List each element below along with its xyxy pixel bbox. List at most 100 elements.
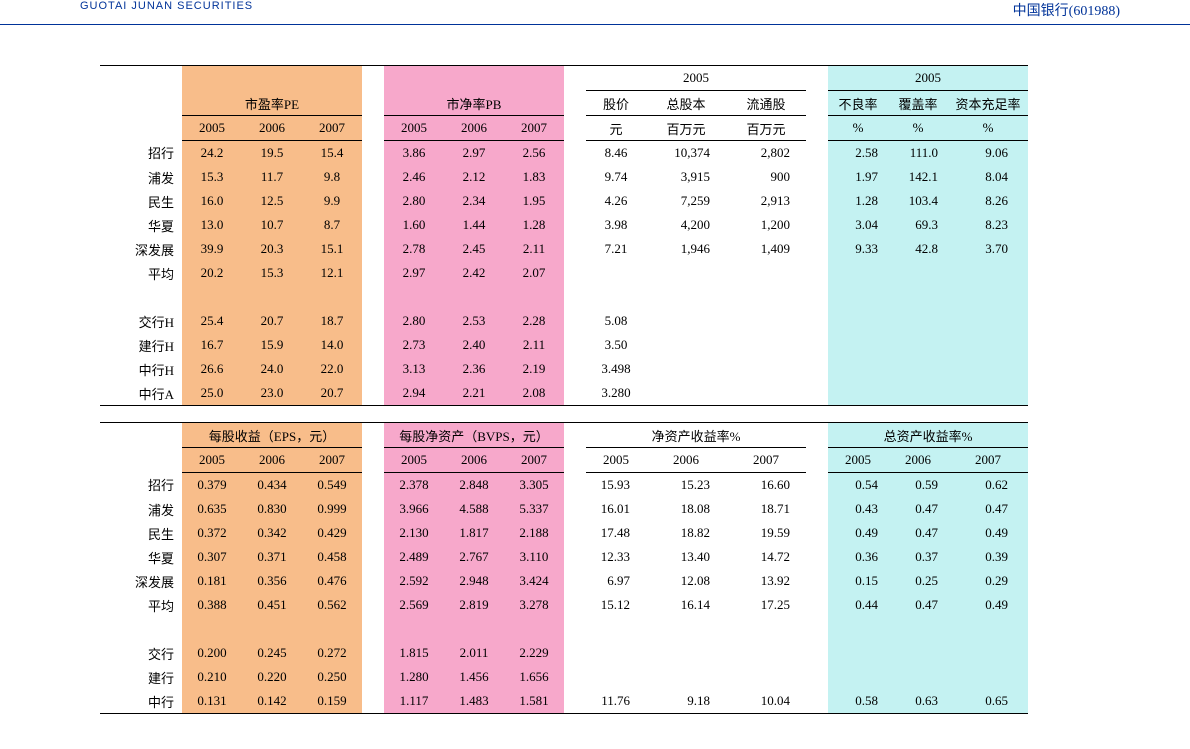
cell: 0.372 [182,521,242,545]
cell: 0.250 [302,665,362,689]
right-col-header: 不良率 [828,91,888,116]
table-row: 中行H26.624.022.03.132.362.193.498 [100,357,1028,381]
cell: 9.9 [302,189,362,213]
cell: 2.46 [384,165,444,189]
cell [444,285,504,309]
cell [384,617,444,641]
row-label: 民生 [100,189,182,213]
cell: 3,915 [646,165,726,189]
right-unit: % [948,116,1028,141]
cell: 111.0 [888,141,948,166]
row-label: 交行H [100,309,182,333]
table-row: 民生0.3720.3420.4292.1301.8172.18817.4818.… [100,521,1028,545]
roa-header: 总资产收益率% [828,423,1028,448]
cell: 3.70 [948,237,1028,261]
cell: 25.4 [182,309,242,333]
cell: 2.11 [504,237,564,261]
row-label: 平均 [100,593,182,617]
cell: 900 [726,165,806,189]
table-row: 交行0.2000.2450.2721.8152.0112.229 [100,641,1028,665]
table-row: 交行H25.420.718.72.802.532.285.08 [100,309,1028,333]
cell [726,357,806,381]
right-super-header: 2005 [828,66,1028,91]
cell: 15.93 [586,473,646,498]
cell: 8.7 [302,213,362,237]
cell: 16.0 [182,189,242,213]
cell: 142.1 [888,165,948,189]
cell: 2.97 [444,141,504,166]
roa-year: 2005 [828,448,888,473]
cell: 18.82 [646,521,726,545]
cell [888,357,948,381]
cell [948,641,1028,665]
table-row [100,285,1028,309]
right-col-header: 覆盖率 [888,91,948,116]
cell: 13.92 [726,569,806,593]
cell: 13.40 [646,545,726,569]
row-label [100,617,182,641]
mid-super-header: 2005 [586,66,806,91]
cell [828,381,888,406]
cell [384,285,444,309]
cell: 0.635 [182,497,242,521]
cell: 0.131 [182,689,242,714]
cell [828,617,888,641]
cell [646,617,726,641]
cell: 1.817 [444,521,504,545]
cell: 0.65 [948,689,1028,714]
cell: 18.08 [646,497,726,521]
roa-year: 2006 [888,448,948,473]
pe-year: 2007 [302,116,362,141]
cell: 0.49 [948,593,1028,617]
cell: 14.0 [302,333,362,357]
cell: 2.97 [384,261,444,285]
cell: 0.142 [242,689,302,714]
cell [888,641,948,665]
cell: 1.483 [444,689,504,714]
cell [828,261,888,285]
cell: 0.15 [828,569,888,593]
bvps-year: 2006 [444,448,504,473]
row-label: 交行 [100,641,182,665]
row-label: 平均 [100,261,182,285]
cell [828,333,888,357]
cell: 19.59 [726,521,806,545]
cell: 2.378 [384,473,444,498]
cell: 3.110 [504,545,564,569]
cell: 2.73 [384,333,444,357]
cell: 2.34 [444,189,504,213]
cell: 1.97 [828,165,888,189]
cell [444,617,504,641]
roe-year: 2006 [646,448,726,473]
cell: 9.74 [586,165,646,189]
comparison-table-1: 市盈率PE市净率PB20052005股价总股本流通股不良率覆盖率资本充足率200… [100,65,1110,406]
cell: 2.188 [504,521,564,545]
cell: 0.58 [828,689,888,714]
cell [646,381,726,406]
cell: 2.229 [504,641,564,665]
eps-year: 2007 [302,448,362,473]
cell [888,381,948,406]
cell: 16.60 [726,473,806,498]
cell: 2.767 [444,545,504,569]
roe-year: 2005 [586,448,646,473]
cell [646,261,726,285]
cell [182,617,242,641]
cell [726,617,806,641]
cell: 3.98 [586,213,646,237]
cell: 0.54 [828,473,888,498]
cell: 20.2 [182,261,242,285]
row-label: 中行 [100,689,182,714]
table-row: 招行24.219.515.43.862.972.568.4610,3742,80… [100,141,1028,166]
cell: 0.47 [888,593,948,617]
cell: 2.78 [384,237,444,261]
cell [888,665,948,689]
cell: 7,259 [646,189,726,213]
cell: 11.76 [586,689,646,714]
cell: 2.07 [504,261,564,285]
roa-year: 2007 [948,448,1028,473]
cell: 2.36 [444,357,504,381]
cell [888,285,948,309]
cell [504,285,564,309]
cell: 0.245 [242,641,302,665]
